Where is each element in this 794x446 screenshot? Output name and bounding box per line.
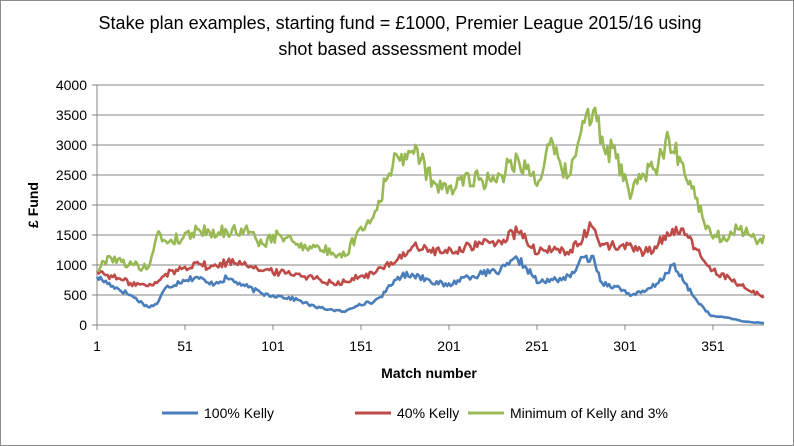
x-axis-label: Match number [381, 365, 477, 381]
x-tick-label: 301 [613, 338, 637, 354]
y-tick-label: 0 [79, 317, 87, 333]
series-line-3 [96, 106, 766, 273]
series-line-2 [95, 221, 765, 299]
x-tick-label: 351 [701, 338, 725, 354]
x-tick-label: 51 [177, 338, 193, 354]
chart-title-line-2: shot based assessment model [278, 39, 522, 59]
y-tick-label: 1500 [56, 227, 87, 243]
series-lines [95, 106, 766, 325]
y-tick-label: 2500 [56, 167, 87, 183]
x-tick-label: 101 [261, 338, 285, 354]
y-tick-label: 3000 [56, 137, 87, 153]
gridlines [97, 84, 764, 296]
y-tick-label: 4000 [56, 77, 87, 93]
y-tick-label: 2000 [56, 197, 87, 213]
axes [92, 84, 764, 330]
legend-label-3: Minimum of Kelly and 3% [510, 405, 668, 421]
x-tick-label: 151 [349, 338, 373, 354]
y-tick-label: 500 [64, 287, 88, 303]
legend: 100% Kelly 40% Kelly Minimum of Kelly and … [162, 405, 668, 421]
legend-label-1: 100% Kelly [204, 405, 274, 421]
x-tick-label: 201 [437, 338, 461, 354]
x-tick-label: 251 [525, 338, 549, 354]
y-tick-label: 1000 [56, 257, 87, 273]
series-line-1 [95, 254, 765, 325]
chart-title-line-1: Stake plan examples, starting fund = £10… [98, 13, 702, 33]
chart-title: Stake plan examples, starting fund = £10… [40, 10, 760, 62]
y-axis-label: £ Fund [25, 182, 41, 228]
legend-label-2: 40% Kelly [397, 405, 459, 421]
x-tick-label: 1 [93, 338, 101, 354]
y-tick-label: 3500 [56, 107, 87, 123]
